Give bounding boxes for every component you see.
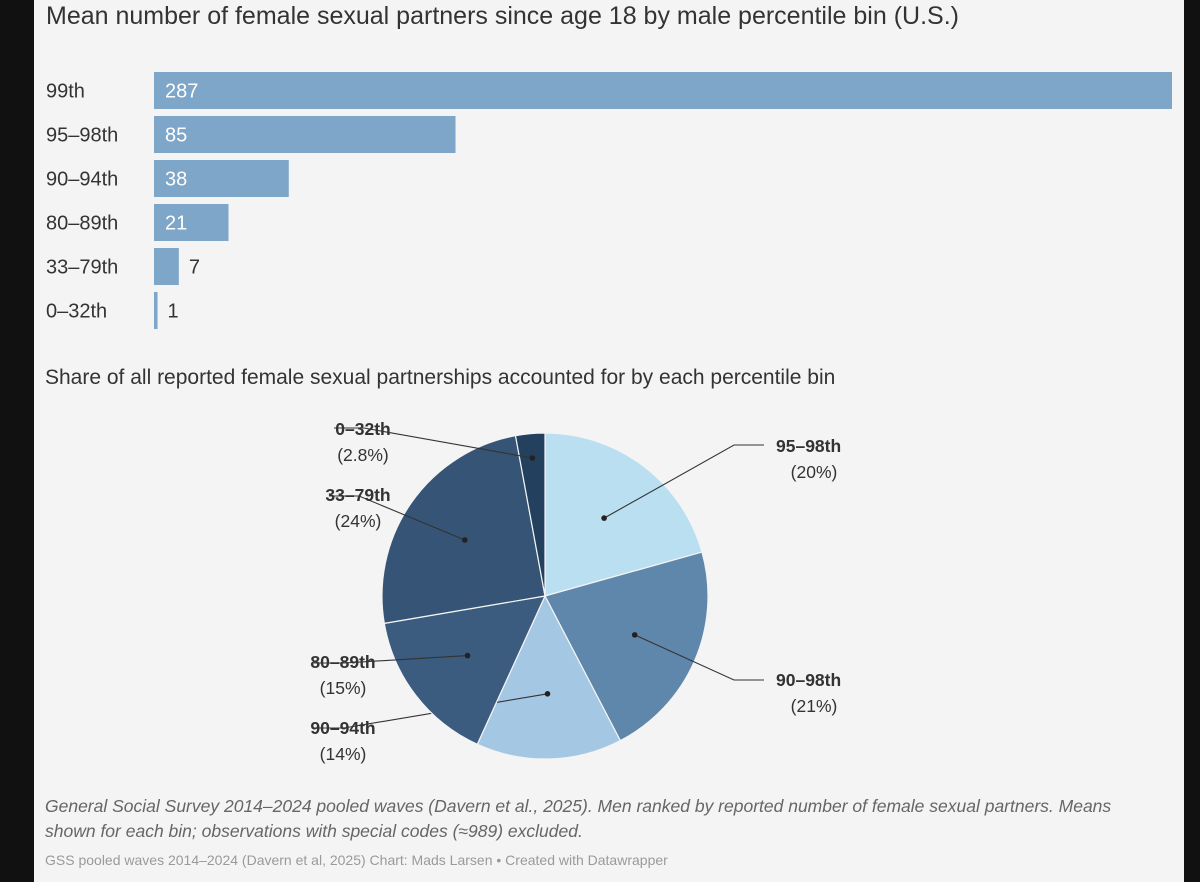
pie-leader-line [329,495,466,541]
pie-chart: 95–98th (20%) 90–98th (21%) 90–94th (14%) 80–8… [310,419,841,764]
bar-category-label: 99th [46,81,85,103]
bar-category-label: 95–98th [46,125,118,147]
pie-slice-label: 80–89th [310,652,375,672]
chart-credit: GSS pooled waves 2014–2024 (Davern et al… [45,852,668,868]
bar [154,72,1172,109]
bar [154,248,179,285]
pie-slice-share: (2.8%) [337,445,389,465]
bar-value-label: 287 [165,81,198,103]
bar-value-label: 38 [165,169,187,191]
pie-leader-line [334,427,533,459]
pie-slice-label: 90–94th [310,718,375,738]
pie-leader-dot [601,515,607,521]
pie-chart-title: Share of all reported female sexual part… [45,366,836,389]
bar [154,160,289,197]
pie-slice [381,435,546,625]
bar-chart: 99th 287 95–98th 85 90–94th 38 80–89th 21 33–79t… [46,72,1172,329]
pie-leader-dot [631,632,638,638]
pie-slice-label: 95–98th [776,436,841,456]
pie-slice [544,432,703,597]
pie-slice [383,595,547,746]
pie-slice-share: (20%) [791,462,838,482]
pie-slice-label: 0–32th [335,419,390,439]
bar-value-label: 7 [189,257,200,279]
pie-slice-share: (24%) [335,511,382,531]
pie-leader-dot [529,455,536,461]
pie-leader-dot [544,691,551,697]
bar-category-label: 33–79th [46,257,118,279]
bar-category-label: 90–94th [46,169,118,191]
pie-slice-label: 33–79th [325,485,390,505]
pie-leader-dot [464,652,471,659]
bar-value-label: 1 [168,301,179,323]
pie-leader-line [603,444,764,519]
pie-slice [514,432,546,597]
bar-category-label: 0–32th [46,301,107,323]
pie-leader-dot [462,537,468,543]
chart-panel: Mean number of female sexual partners si… [34,0,1184,882]
pie-slice [544,551,709,742]
bar-value-label: 85 [165,125,187,147]
bar [154,116,456,153]
bar-value-label: 21 [165,213,187,235]
pie-slice [476,594,622,760]
bar-chart-title: Mean number of female sexual partners si… [46,2,959,30]
pie-leader-line [634,634,764,681]
pie-slice-share: (14%) [320,744,367,764]
bar [154,292,158,329]
bar [154,204,229,241]
pie-slice-label: 90–98th [776,670,841,690]
chart-note: General Social Survey 2014–2024 pooled w… [45,796,1112,841]
pie-slice-share: (21%) [791,696,838,716]
pie-leader-line [314,655,468,664]
bar-category-label: 80–89th [46,213,118,235]
pie-slice-share: (15%) [320,678,367,698]
